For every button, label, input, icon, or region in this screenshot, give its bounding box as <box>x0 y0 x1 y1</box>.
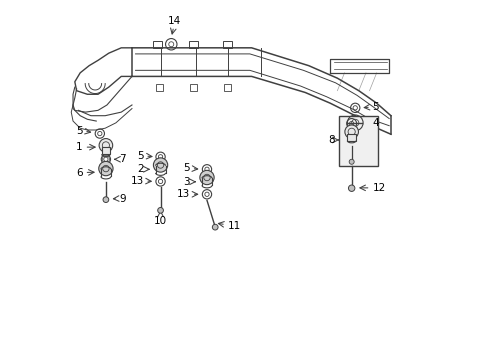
Text: 8: 8 <box>327 135 334 145</box>
Text: 9: 9 <box>119 194 126 203</box>
Text: 14: 14 <box>168 17 181 26</box>
Text: 3: 3 <box>183 177 190 187</box>
Text: 5: 5 <box>183 163 190 173</box>
Circle shape <box>344 125 358 139</box>
Text: 13: 13 <box>130 176 143 186</box>
Text: 12: 12 <box>372 183 385 193</box>
Circle shape <box>212 224 218 230</box>
Bar <box>346 134 355 141</box>
Text: 1: 1 <box>76 142 82 152</box>
Circle shape <box>99 161 113 176</box>
Text: 6: 6 <box>76 168 82 178</box>
Circle shape <box>153 158 167 172</box>
Text: 10: 10 <box>154 216 167 226</box>
Circle shape <box>348 159 353 164</box>
Text: 7: 7 <box>119 154 126 164</box>
Bar <box>156 84 163 91</box>
Circle shape <box>99 139 112 152</box>
Text: 2: 2 <box>137 164 143 174</box>
Bar <box>190 84 197 91</box>
Text: 11: 11 <box>227 221 240 231</box>
Bar <box>224 84 231 91</box>
Circle shape <box>157 207 163 213</box>
Circle shape <box>103 197 108 203</box>
Circle shape <box>200 170 214 185</box>
Text: 5: 5 <box>372 102 378 112</box>
Text: 13: 13 <box>177 189 190 199</box>
Bar <box>223 41 231 48</box>
Text: 5: 5 <box>76 126 82 136</box>
Circle shape <box>348 185 354 192</box>
Text: 4: 4 <box>372 118 378 128</box>
Bar <box>339 116 378 166</box>
Bar <box>153 41 162 48</box>
Bar <box>102 147 110 154</box>
Bar <box>189 41 198 48</box>
Text: 5: 5 <box>137 151 143 161</box>
